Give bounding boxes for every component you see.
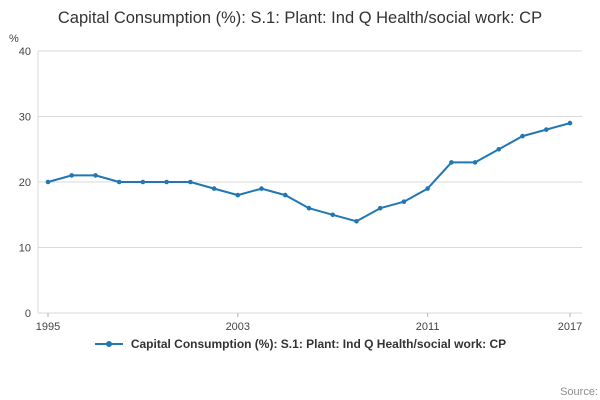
source-label: Source: — [560, 386, 598, 398]
legend-line-icon — [94, 340, 123, 347]
svg-text:2011: 2011 — [416, 321, 440, 333]
legend[interactable]: Capital Consumption (%): S.1: Plant: Ind… — [0, 337, 600, 351]
svg-text:2017: 2017 — [558, 321, 582, 333]
svg-text:%: % — [9, 33, 19, 45]
svg-text:20: 20 — [19, 177, 31, 189]
svg-text:10: 10 — [19, 242, 31, 254]
svg-text:2003: 2003 — [226, 321, 250, 333]
legend-label: Capital Consumption (%): S.1: Plant: Ind… — [130, 336, 507, 351]
svg-text:30: 30 — [19, 111, 31, 123]
svg-text:0: 0 — [25, 308, 31, 320]
svg-text:40: 40 — [19, 46, 31, 58]
svg-text:1995: 1995 — [36, 321, 60, 333]
chart-svg: 0 10 20 30 40 1995 2003 2011 2017% — [9, 33, 582, 333]
chart-title: Capital Consumption (%): S.1: Plant: Ind… — [57, 9, 543, 27]
